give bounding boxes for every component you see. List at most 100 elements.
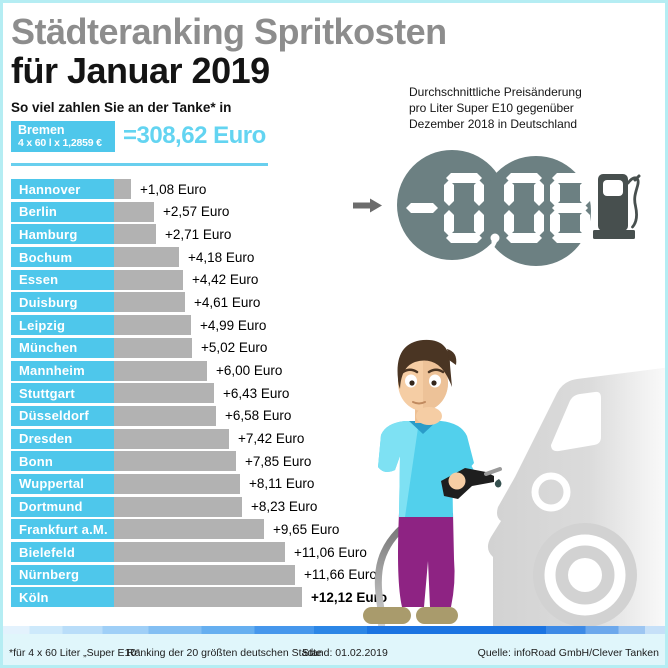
city-name: Wuppertal [19, 476, 85, 492]
value-label: +1,08 Euro [140, 181, 207, 197]
bar-row: Düsseldorf +6,58 Euro [11, 405, 387, 426]
bar-row: Nürnberg +11,66 Euro [11, 564, 387, 585]
city-label-bar: Wuppertal [11, 473, 114, 494]
value-label: +4,18 Euro [188, 249, 255, 265]
value-label: +2,57 Euro [163, 204, 230, 220]
city-label-bar: Hannover [11, 179, 114, 199]
date-stamp: Stand: 01.02.2019 [302, 647, 388, 659]
value-label: +7,85 Euro [245, 453, 312, 469]
city-label-bar: Bonn [11, 451, 114, 472]
value-label: +7,42 Euro [238, 431, 305, 447]
baseline-total: =308,62 Euro [123, 122, 266, 149]
city-name: Frankfurt a.M. [19, 521, 108, 537]
city-label-bar: Dresden [11, 428, 114, 449]
bar-row: Stuttgart +6,43 Euro [11, 383, 387, 404]
bar-row: Bielefeld +11,06 Euro [11, 542, 387, 562]
bar-row: Berlin +2,57 Euro [11, 201, 387, 222]
value-label: +5,02 Euro [201, 340, 268, 356]
city-label-bar: Nürnberg [11, 564, 114, 585]
value-label: +6,58 Euro [225, 408, 292, 424]
ranking-note: Ranking der 20 größten deutschen Städte [127, 647, 322, 659]
info-line-3: Dezember 2018 in Deutschland [409, 117, 578, 131]
city-label-bar: Düsseldorf [11, 405, 114, 426]
city-name: Düsseldorf [19, 408, 89, 424]
value-label: +11,66 Euro [304, 567, 377, 583]
city-name: Berlin [19, 204, 58, 220]
delta-bar [114, 360, 207, 381]
value-label: +12,12 Euro [311, 589, 388, 605]
delta-bar [114, 315, 191, 336]
delta-bar [114, 428, 229, 449]
delta-bar [114, 542, 285, 562]
city-name: Bonn [19, 453, 54, 469]
bar-row: Mannheim +6,00 Euro [11, 360, 387, 381]
city-name: Dortmund [19, 499, 83, 515]
page-title-line2: für Januar 2019 [11, 50, 270, 91]
city-label-bar: Köln [11, 587, 114, 608]
delta-bar [114, 247, 179, 268]
value-label: +8,11 Euro [249, 476, 315, 492]
value-label: +6,00 Euro [216, 363, 283, 378]
delta-bar [114, 224, 156, 245]
city-name: Dresden [19, 431, 73, 447]
footer-bar: *für 4 x 60 Liter „Super E10“ Ranking de… [3, 634, 665, 665]
city-name: Bielefeld [19, 544, 75, 560]
city-name: Hannover [19, 181, 81, 197]
city-label-bar: Bochum [11, 247, 114, 268]
delta-bar [114, 564, 295, 585]
city-name: Mannheim [19, 363, 85, 378]
delta-bar [114, 383, 214, 404]
bar-row: Wuppertal +8,11 Euro [11, 473, 387, 494]
bar-row: Dortmund +8,23 Euro [11, 496, 387, 517]
baseline-city-name: Bremen [18, 123, 65, 137]
bar-row: Duisburg +4,61 Euro [11, 292, 387, 313]
city-label-bar: Bielefeld [11, 542, 114, 562]
baseline-formula: 4 x 60 l x 1,2859 € [18, 137, 102, 149]
chart-subtitle: So viel zahlen Sie an der Tanke* in [11, 100, 232, 115]
delta-bar [114, 201, 154, 222]
value-label: +8,23 Euro [251, 499, 318, 515]
bar-row: Köln +12,12 Euro [11, 587, 388, 608]
bar-row: Frankfurt a.M. +9,65 Euro [11, 519, 387, 540]
city-label-bar: Hamburg [11, 224, 114, 245]
city-label-bar: Dortmund [11, 496, 114, 517]
bar-row: München +5,02 Euro [11, 337, 387, 358]
bar-chart: Hannover +1,08 Euro Berlin +2,57 Euro Hambur… [11, 179, 387, 610]
delta-bar [114, 519, 264, 540]
bar-row: Essen +4,42 Euro [11, 269, 387, 290]
delta-bar [114, 269, 183, 290]
value-label: +6,43 Euro [223, 385, 290, 401]
bar-row: Hannover +1,08 Euro [11, 179, 387, 199]
divider-line [11, 163, 268, 166]
delta-bar [114, 473, 240, 494]
city-name: Duisburg [19, 294, 78, 310]
baseline-city-box: Bremen 4 x 60 l x 1,2859 € [11, 121, 115, 152]
city-label-bar: Berlin [11, 201, 114, 222]
page-title-line1: Städteranking Spritkosten [11, 11, 447, 52]
value-label: +4,61 Euro [194, 294, 261, 310]
bar-row: Bochum +4,18 Euro [11, 247, 387, 268]
info-line-2: pro Liter Super E10 gegenüber [409, 101, 574, 115]
info-panel-text: Durchschnittliche Preisänderung pro Lite… [409, 84, 582, 132]
fuel-pump-icon [593, 174, 641, 239]
city-label-bar: Essen [11, 269, 114, 290]
city-label-bar: Duisburg [11, 292, 114, 313]
city-name: Stuttgart [19, 385, 75, 401]
city-name: Köln [19, 589, 49, 605]
delta-bar [114, 179, 131, 199]
city-name: Leipzig [19, 317, 66, 333]
right-arrow-icon [353, 198, 382, 213]
city-label-bar: Stuttgart [11, 383, 114, 404]
man-illustration [363, 339, 502, 633]
city-label-bar: Leipzig [11, 315, 114, 336]
value-label: +9,65 Euro [273, 521, 340, 537]
seven-segment-display [397, 150, 591, 266]
footnote: *für 4 x 60 Liter „Super E10“ [9, 647, 140, 659]
city-label-bar: München [11, 337, 114, 358]
city-name: Nürnberg [19, 567, 80, 583]
delta-bar [114, 405, 216, 426]
delta-bar [114, 451, 236, 472]
bar-row: Bonn +7,85 Euro [11, 451, 387, 472]
delta-bar [114, 587, 302, 608]
